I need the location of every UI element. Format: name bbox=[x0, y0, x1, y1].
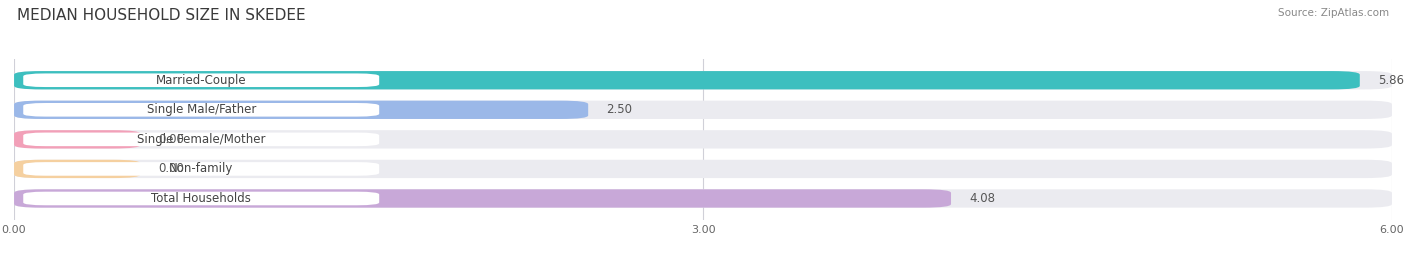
Text: Source: ZipAtlas.com: Source: ZipAtlas.com bbox=[1278, 8, 1389, 18]
Text: Single Female/Mother: Single Female/Mother bbox=[136, 133, 266, 146]
FancyBboxPatch shape bbox=[14, 130, 141, 148]
Text: 0.00: 0.00 bbox=[159, 133, 184, 146]
Text: Non-family: Non-family bbox=[169, 162, 233, 176]
FancyBboxPatch shape bbox=[24, 103, 380, 117]
FancyBboxPatch shape bbox=[24, 133, 380, 146]
FancyBboxPatch shape bbox=[14, 101, 588, 119]
FancyBboxPatch shape bbox=[24, 192, 380, 205]
FancyBboxPatch shape bbox=[24, 162, 380, 176]
Text: 2.50: 2.50 bbox=[606, 103, 633, 116]
Text: Married-Couple: Married-Couple bbox=[156, 74, 246, 87]
Text: Total Households: Total Households bbox=[152, 192, 252, 205]
FancyBboxPatch shape bbox=[14, 189, 1392, 208]
Text: MEDIAN HOUSEHOLD SIZE IN SKEDEE: MEDIAN HOUSEHOLD SIZE IN SKEDEE bbox=[17, 8, 305, 23]
FancyBboxPatch shape bbox=[14, 189, 950, 208]
FancyBboxPatch shape bbox=[24, 73, 380, 87]
Text: Single Male/Father: Single Male/Father bbox=[146, 103, 256, 116]
Text: 4.08: 4.08 bbox=[969, 192, 995, 205]
FancyBboxPatch shape bbox=[14, 71, 1392, 90]
FancyBboxPatch shape bbox=[14, 101, 1392, 119]
FancyBboxPatch shape bbox=[14, 160, 1392, 178]
Text: 0.00: 0.00 bbox=[159, 162, 184, 176]
FancyBboxPatch shape bbox=[14, 71, 1360, 90]
FancyBboxPatch shape bbox=[14, 130, 1392, 148]
FancyBboxPatch shape bbox=[14, 160, 141, 178]
Text: 5.86: 5.86 bbox=[1378, 74, 1405, 87]
